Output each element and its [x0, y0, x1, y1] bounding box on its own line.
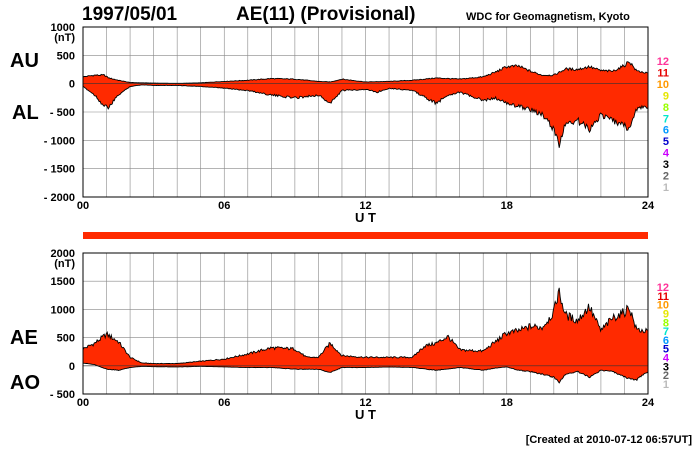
- chart-date: 1997/05/01: [82, 4, 178, 25]
- station-count-label: 2: [663, 171, 669, 183]
- created-timestamp: [Created at 2010-07-12 06:57UT]: [525, 434, 692, 446]
- station-count-label: 10: [657, 300, 669, 312]
- station-count-label: 9: [663, 90, 669, 102]
- x-tick-label: 00: [77, 200, 89, 212]
- x-tick-label: 18: [501, 397, 513, 409]
- station-count-label: 1: [663, 379, 669, 391]
- station-count-label: 3: [663, 159, 669, 171]
- area-AE-AO: [83, 287, 648, 383]
- station-count-label: 11: [657, 67, 669, 79]
- station-count-label: 7: [663, 113, 669, 125]
- y-tick-label: 1500: [51, 276, 75, 288]
- y-tick-label: 1000: [51, 304, 75, 316]
- station-count-label: 5: [663, 344, 669, 356]
- x-tick-label: 12: [359, 397, 371, 409]
- y-tick-label: 500: [57, 333, 75, 345]
- plot-frame: [82, 26, 649, 198]
- station-count-label: 3: [663, 361, 669, 373]
- source-label: WDC for Geomagnetism, Kyoto: [466, 11, 630, 23]
- ae-label: AE: [10, 327, 38, 349]
- x-tick-label: 06: [218, 200, 230, 212]
- station-count-label: 10: [657, 79, 669, 91]
- y-tick-label: 1000: [51, 22, 75, 34]
- ao-label: AO: [10, 372, 40, 394]
- y-tick-label: - 1000: [44, 135, 75, 147]
- station-count-label: 2: [663, 370, 669, 382]
- y-tick-label: - 500: [50, 389, 75, 401]
- x-tick-label: 18: [501, 200, 513, 212]
- station-count-label: 8: [663, 317, 669, 329]
- station-count-label: 4: [663, 353, 670, 365]
- al-label: AL: [12, 102, 39, 124]
- station-count-label: 9: [663, 308, 669, 320]
- y-tick-label: 0: [69, 361, 75, 373]
- station-count-label: 11: [657, 291, 669, 303]
- series-AE: [82, 287, 649, 365]
- x-axis-label: U T: [355, 407, 376, 422]
- x-tick-label: 06: [218, 397, 230, 409]
- plot-frame: [82, 252, 649, 395]
- panel-0: 1000 500 0 - 500 - 1000 - 1500 - 2000 (nT) 00 06 1…: [44, 22, 670, 225]
- station-count-label: 6: [663, 335, 669, 347]
- y-unit-label: (nT): [54, 258, 75, 270]
- station-count-label: 5: [663, 136, 669, 148]
- station-count-label: 6: [663, 125, 669, 137]
- station-count-label: 8: [663, 102, 669, 114]
- y-tick-label: 2000: [51, 248, 75, 260]
- series-AL: [82, 84, 649, 148]
- y-tick-label: 500: [57, 50, 75, 62]
- area-AU-AL: [83, 61, 648, 148]
- x-tick-label: 00: [77, 397, 89, 409]
- x-tick-label: 12: [359, 200, 371, 212]
- y-tick-label: - 2000: [44, 192, 75, 204]
- station-count-label: 4: [663, 148, 670, 160]
- series-AO: [82, 362, 649, 384]
- au-label: AU: [10, 50, 39, 72]
- chart-title: AE(11) (Provisional): [236, 4, 416, 25]
- y-tick-label: - 500: [50, 107, 75, 119]
- y-tick-label: 0: [69, 79, 75, 91]
- station-count-label: 12: [657, 56, 669, 68]
- y-tick-label: - 1500: [44, 164, 75, 176]
- x-tick-label: 24: [642, 200, 655, 212]
- station-count-label: 7: [663, 326, 669, 338]
- y-unit-label: (nT): [54, 32, 75, 44]
- station-count-label: 1: [663, 182, 669, 194]
- panel-separator-band: [83, 232, 648, 239]
- x-tick-label: 24: [642, 397, 655, 409]
- station-count-label: 12: [657, 282, 669, 294]
- x-axis-label: U T: [355, 210, 376, 225]
